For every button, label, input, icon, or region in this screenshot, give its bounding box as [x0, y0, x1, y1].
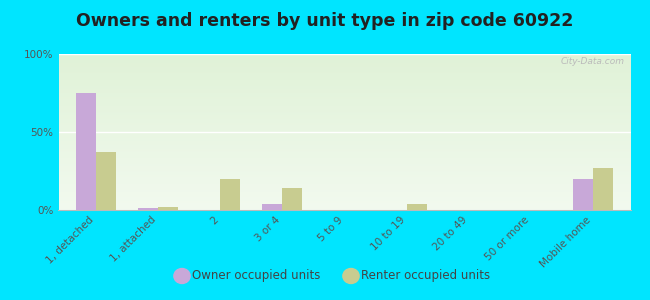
- Bar: [220, 179, 240, 210]
- Bar: [96, 152, 116, 210]
- Bar: [282, 188, 302, 210]
- Bar: [593, 168, 613, 210]
- Bar: [138, 208, 158, 210]
- Bar: [263, 204, 282, 210]
- Text: Owners and renters by unit type in zip code 60922: Owners and renters by unit type in zip c…: [76, 12, 574, 30]
- Bar: [158, 207, 178, 210]
- Text: City-Data.com: City-Data.com: [561, 57, 625, 66]
- Text: Owner occupied units: Owner occupied units: [192, 269, 320, 283]
- Bar: [407, 204, 426, 210]
- Bar: [573, 179, 593, 210]
- Text: Renter occupied units: Renter occupied units: [361, 269, 490, 283]
- Bar: [76, 93, 96, 210]
